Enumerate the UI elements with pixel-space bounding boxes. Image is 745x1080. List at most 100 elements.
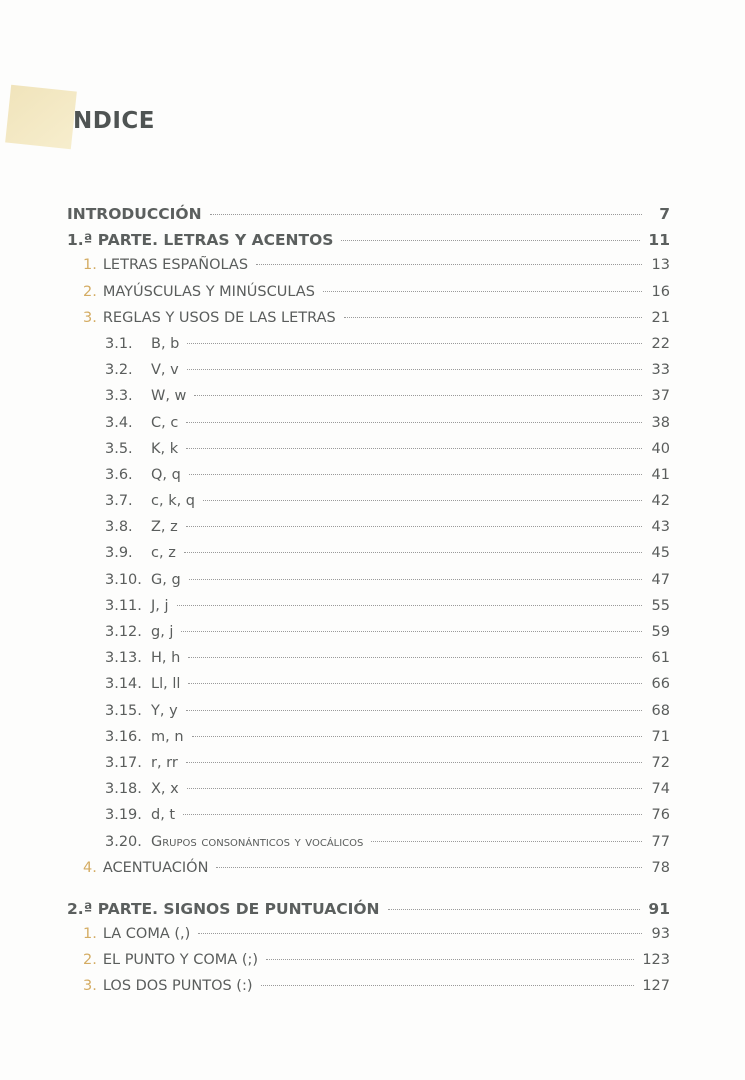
toc-entry-page: 21 bbox=[651, 309, 670, 326]
toc-entry[interactable]: 3.4. C, c 38 bbox=[67, 415, 670, 441]
toc-entry-label: m, n bbox=[151, 728, 184, 745]
toc-entry-page: 68 bbox=[651, 702, 670, 719]
toc-entry[interactable]: 3.10. G, g 47 bbox=[67, 572, 670, 598]
toc-entry-label: W, w bbox=[151, 388, 187, 405]
dot-leader bbox=[209, 214, 642, 215]
dot-leader bbox=[266, 959, 635, 961]
page-title: NDICE bbox=[73, 108, 155, 134]
toc-entry-page: 91 bbox=[648, 899, 670, 918]
toc-entry-number: 2. bbox=[83, 952, 97, 969]
toc-entry[interactable]: 1. LA COMA (,) 93 bbox=[67, 926, 670, 952]
toc-entry-page: 74 bbox=[651, 781, 670, 798]
toc-entry-page: 13 bbox=[651, 257, 670, 274]
toc-entry-number: 3.14. bbox=[105, 676, 142, 693]
dot-leader bbox=[341, 240, 641, 242]
toc-entry[interactable]: 3. REGLAS Y USOS DE LAS LETRAS 21 bbox=[67, 310, 670, 336]
toc-entry[interactable]: 3.8. Z, z 43 bbox=[67, 519, 670, 545]
toc-entry-number: 3.4. bbox=[105, 414, 133, 431]
toc-entry-page: 38 bbox=[651, 414, 670, 431]
toc-entry[interactable]: 1. LETRAS ESPAÑOLAS 13 bbox=[67, 257, 670, 283]
toc-entry-page: 93 bbox=[651, 926, 670, 943]
dot-leader bbox=[186, 788, 642, 790]
toc-entry-label: LOS DOS PUNTOS (:) bbox=[102, 978, 253, 995]
toc-entry[interactable]: 3.18. X, x 74 bbox=[67, 781, 670, 807]
dot-leader bbox=[203, 500, 642, 502]
toc-entry-number: 3.9. bbox=[105, 545, 133, 562]
toc-entry[interactable]: 3.20. Grupos consonánticos y vocálicos 77 bbox=[67, 834, 670, 860]
toc-entry-number: 3.3. bbox=[105, 388, 133, 405]
toc-entry-page: 43 bbox=[651, 519, 670, 536]
toc-entry[interactable]: 3.9. c, z 45 bbox=[67, 545, 670, 571]
toc-entry-number: 3.17. bbox=[105, 754, 142, 771]
toc-entry[interactable]: 3.1. B, b 22 bbox=[67, 336, 670, 362]
toc-entry-page: 66 bbox=[651, 676, 670, 693]
toc-entry-label: r, rr bbox=[151, 754, 178, 771]
dot-leader bbox=[183, 814, 642, 816]
dot-leader bbox=[187, 342, 642, 344]
toc-entry-label: LETRAS ESPAÑOLAS bbox=[102, 257, 249, 274]
toc-entry[interactable]: 3.6. Q, q 41 bbox=[67, 467, 670, 493]
toc-entry-label: X, x bbox=[151, 781, 179, 798]
toc-entry-page: 123 bbox=[642, 952, 670, 969]
dot-leader bbox=[181, 631, 642, 632]
dot-leader bbox=[188, 657, 642, 659]
toc-entry-label: Z, z bbox=[151, 519, 178, 536]
toc-entry-page: 7 bbox=[659, 205, 670, 223]
toc-entry-label: INTRODUCCIÓN bbox=[67, 205, 202, 223]
toc-entry-page: 11 bbox=[648, 231, 670, 250]
dot-leader bbox=[191, 735, 642, 737]
toc-entry[interactable]: 3.3. W, w 37 bbox=[67, 388, 670, 414]
toc-entry[interactable]: 3. LOS DOS PUNTOS (:) 127 bbox=[67, 978, 670, 1004]
toc-entry-label: Grupos consonánticos y vocálicos bbox=[151, 833, 364, 850]
toc-entry-number: 3.12. bbox=[105, 624, 142, 640]
toc-entry-label: V, v bbox=[151, 362, 179, 379]
toc-entry-label: g, j bbox=[151, 624, 174, 640]
toc-entry[interactable]: 3.19. d, t 76 bbox=[67, 807, 670, 833]
toc-entry-label: 2.ª PARTE. SIGNOS DE PUNTUACIÓN bbox=[67, 899, 380, 918]
toc-entry-label: d, t bbox=[151, 807, 176, 824]
dot-leader bbox=[322, 290, 642, 292]
toc-entry[interactable]: 3.12. g, j 59 bbox=[67, 624, 670, 650]
toc-entry[interactable]: 3.14. Ll, ll 66 bbox=[67, 676, 670, 702]
toc-entry-label: REGLAS Y USOS DE LAS LETRAS bbox=[102, 309, 336, 326]
toc-entry[interactable]: 3.17. r, rr 72 bbox=[67, 755, 670, 781]
toc-entry[interactable]: 1.ª PARTE. LETRAS Y ACENTOS 11 bbox=[67, 231, 670, 257]
toc-entry-label: J, j bbox=[151, 597, 169, 614]
toc-entry-number: 3.19. bbox=[105, 807, 142, 824]
dot-leader bbox=[387, 908, 641, 910]
toc-entry[interactable]: INTRODUCCIÓN 7 bbox=[67, 205, 670, 231]
toc-entry-page: 22 bbox=[651, 335, 670, 352]
toc-entry[interactable]: 4. ACENTUACIÓN 78 bbox=[67, 860, 670, 886]
dot-leader bbox=[186, 369, 642, 371]
dot-leader bbox=[188, 473, 642, 475]
dot-leader bbox=[256, 264, 642, 266]
dot-leader bbox=[216, 866, 642, 868]
toc-entry-page: 33 bbox=[651, 362, 670, 379]
toc-entry-number: 3.10. bbox=[105, 571, 142, 588]
toc-entry-label: Ll, ll bbox=[151, 676, 181, 693]
toc-entry[interactable]: 3.5. K, k 40 bbox=[67, 441, 670, 467]
toc-entry-page: 40 bbox=[651, 440, 670, 457]
toc-entry-number: 3.8. bbox=[105, 519, 133, 536]
toc-entry[interactable]: 3.2. V, v 33 bbox=[67, 362, 670, 388]
toc-entry[interactable]: 3.13. H, h 61 bbox=[67, 650, 670, 676]
toc-entry-page: 61 bbox=[651, 650, 670, 667]
toc-entry-number: 3.1. bbox=[105, 335, 133, 352]
dot-leader bbox=[176, 604, 642, 606]
toc-entry[interactable]: 2. EL PUNTO Y COMA (;) 123 bbox=[67, 952, 670, 978]
toc-entry-label: K, k bbox=[151, 440, 179, 457]
toc-entry-page: 41 bbox=[651, 466, 670, 483]
toc-entry[interactable]: 2.ª PARTE. SIGNOS DE PUNTUACIÓN 91 bbox=[67, 900, 670, 926]
toc-entry[interactable]: 2. MAYÚSCULAS Y MINÚSCULAS 16 bbox=[67, 284, 670, 310]
toc-entry-page: 37 bbox=[651, 388, 670, 405]
toc-entry-number: 1. bbox=[83, 257, 97, 274]
toc-entry[interactable]: 3.7. c, k, q 42 bbox=[67, 493, 670, 519]
toc-entry[interactable]: 3.16. m, n 71 bbox=[67, 729, 670, 755]
toc-entry-label: H, h bbox=[151, 650, 181, 667]
toc-entry-number: 3.7. bbox=[105, 493, 133, 510]
toc-entry[interactable]: 3.15. Y, y 68 bbox=[67, 703, 670, 729]
dot-leader bbox=[343, 316, 642, 318]
toc-entry[interactable]: 3.11. J, j 55 bbox=[67, 598, 670, 624]
toc-entry-label: EL PUNTO Y COMA (;) bbox=[102, 952, 259, 969]
